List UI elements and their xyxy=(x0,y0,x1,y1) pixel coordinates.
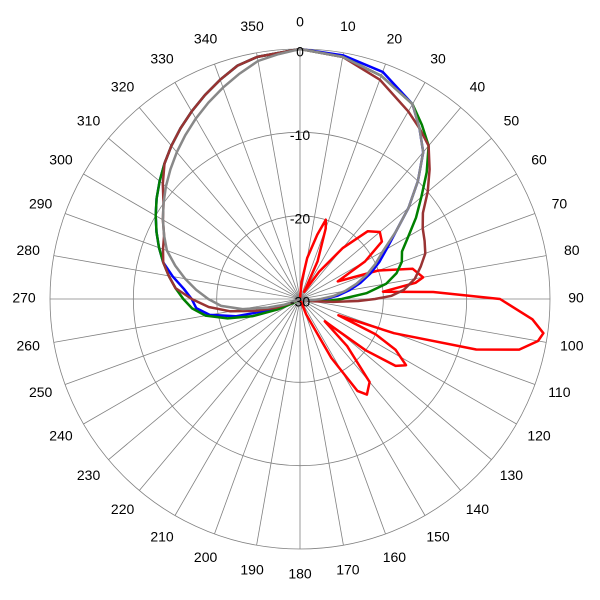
spoke-line xyxy=(299,298,536,385)
spoke-line xyxy=(256,52,301,300)
spoke-line xyxy=(256,298,301,546)
spoke-line xyxy=(138,107,301,300)
angle-tick-label: 220 xyxy=(111,501,135,517)
spoke-line xyxy=(299,298,426,516)
angle-tick-label: 270 xyxy=(12,290,36,306)
spoke-line xyxy=(299,298,344,546)
angle-tick-label: 170 xyxy=(336,562,360,578)
angle-tick-label: 80 xyxy=(564,242,580,258)
spoke-line xyxy=(299,137,492,300)
spoke-line xyxy=(138,298,301,491)
angle-tick-label: 200 xyxy=(194,549,218,565)
spoke-line xyxy=(83,298,301,425)
radial-tick-label: -20 xyxy=(290,210,310,226)
spoke-line xyxy=(299,82,426,300)
angle-tick-label: 350 xyxy=(240,18,264,34)
angle-tick-label: 300 xyxy=(49,152,73,168)
angle-tick-label: 90 xyxy=(568,290,584,306)
angle-tick-label: 330 xyxy=(150,51,174,67)
spoke-line xyxy=(299,63,386,300)
angle-tick-label: 280 xyxy=(17,242,41,258)
angle-tick-label: 130 xyxy=(500,467,524,483)
spoke-line xyxy=(214,298,301,535)
angle-tick-label: 310 xyxy=(77,112,101,128)
spoke-line xyxy=(299,298,462,491)
angle-tick-label: 190 xyxy=(240,562,264,578)
spoke-line xyxy=(214,63,301,300)
angle-tick-label: 120 xyxy=(527,428,551,444)
spoke-line xyxy=(83,173,301,300)
angle-tick-label: 160 xyxy=(383,549,407,565)
angle-tick-label: 70 xyxy=(552,195,568,211)
angle-tick-label: 40 xyxy=(470,78,486,94)
spoke-line xyxy=(174,298,301,516)
angle-tick-label: 110 xyxy=(548,384,571,400)
spoke-line xyxy=(299,298,517,425)
radial-tick-labels: 0 -10 -20 -30 xyxy=(290,44,310,310)
spoke-line xyxy=(299,298,386,535)
grid-ring xyxy=(216,215,384,383)
radial-tick-label: -10 xyxy=(290,127,310,143)
spoke-line xyxy=(108,137,301,300)
angle-tick-label: 320 xyxy=(111,78,135,94)
angle-tick-labels: 0 10 20 30 40 50 60 70 80 90 100 110 120 130 140 150 160… xyxy=(12,14,584,582)
spoke-line xyxy=(64,213,301,300)
series-line-1 xyxy=(298,218,545,396)
polar-grid xyxy=(49,48,551,550)
series-line-4 xyxy=(161,47,431,313)
angle-tick-label: 150 xyxy=(426,529,450,545)
angle-tick-label: 0 xyxy=(296,14,304,30)
spoke-line xyxy=(108,298,301,461)
angle-tick-label: 210 xyxy=(150,529,174,545)
angle-tick-label: 260 xyxy=(17,338,41,354)
angle-tick-label: 240 xyxy=(49,428,73,444)
spoke-line xyxy=(299,107,462,300)
angle-tick-label: 230 xyxy=(77,467,101,483)
angle-tick-label: 30 xyxy=(430,51,446,67)
angle-tick-label: 50 xyxy=(504,112,520,128)
angle-tick-label: 10 xyxy=(340,18,356,34)
angle-tick-label: 340 xyxy=(194,30,218,46)
angle-tick-label: 140 xyxy=(466,501,490,517)
spoke-line xyxy=(299,213,536,300)
angle-tick-label: 180 xyxy=(288,566,312,582)
radial-tick-label: -30 xyxy=(290,294,310,310)
angle-tick-label: 60 xyxy=(531,152,547,168)
spoke-line xyxy=(53,255,301,300)
series-line-5 xyxy=(161,47,425,311)
radial-tick-label: 0 xyxy=(296,44,304,60)
spoke-line xyxy=(299,298,547,343)
grid-ring xyxy=(132,131,468,467)
angle-tick-label: 20 xyxy=(387,30,403,46)
series-line-2 xyxy=(154,47,425,318)
angle-tick-label: 290 xyxy=(29,195,53,211)
angle-tick-label: 250 xyxy=(29,384,53,400)
angle-tick-label: 100 xyxy=(560,338,584,354)
spoke-line xyxy=(53,298,301,343)
series-layer xyxy=(154,47,545,396)
